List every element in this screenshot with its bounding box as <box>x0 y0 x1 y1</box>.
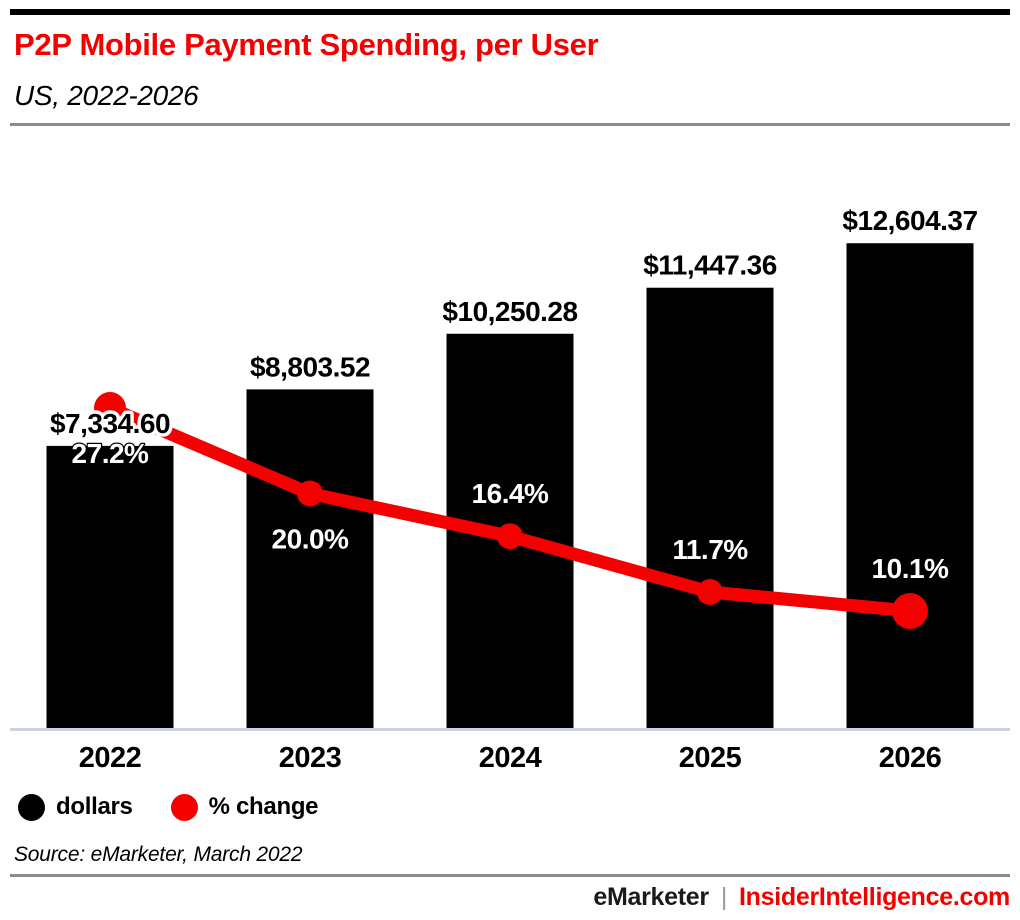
brand-separator: | <box>720 883 728 911</box>
brand-footer: eMarketer | InsiderIntelligence.com <box>593 883 1010 912</box>
x-tick-2025: 2025 <box>679 742 742 774</box>
dollars-dot-icon <box>18 793 45 821</box>
pct-label-2022: 27.2% <box>72 438 149 469</box>
pct-label-2026: 10.1% <box>872 553 949 584</box>
pct-point-2024 <box>497 523 523 550</box>
dollar-label-2023: $8,803.52 <box>250 351 370 382</box>
pct-point-2025 <box>697 579 723 606</box>
page-title: P2P Mobile Payment Spending, per User <box>14 27 599 62</box>
page-subtitle: US, 2022-2026 <box>14 80 199 111</box>
x-tick-2023: 2023 <box>279 742 342 774</box>
dollar-label-2026: $12,604.37 <box>842 205 977 236</box>
bar-2022 <box>46 445 174 728</box>
pct-point-2023 <box>297 480 323 507</box>
legend-label-dollars: dollars <box>56 793 133 820</box>
brand-insider-intelligence: InsiderIntelligence.com <box>739 883 1010 911</box>
source-note: Source: eMarketer, March 2022 <box>14 843 303 866</box>
footer-divider <box>10 874 1010 877</box>
bar-2026 <box>846 243 974 728</box>
pct-label-2025: 11.7% <box>672 534 748 565</box>
dollar-label-2024: $10,250.28 <box>442 296 577 327</box>
pct-point-2026 <box>892 593 928 630</box>
pct-change-dot-icon <box>170 793 198 821</box>
bar-2025 <box>646 287 774 728</box>
top-rule <box>10 9 1010 15</box>
chart-legend: dollars % change <box>18 793 319 821</box>
legend-item-dollars: dollars <box>18 793 133 821</box>
dollar-label-2025: $11,447.36 <box>643 250 777 281</box>
pct-point-2022 <box>94 392 126 425</box>
chart-canvas: 27.2% 20.0% 16.4% 11.7% 10.1% $7,334.60 $8,803… <box>10 205 1010 774</box>
x-tick-2026: 2026 <box>879 742 942 774</box>
legend-label-pct-change: % change <box>208 793 319 820</box>
dollar-label-2022: $7,334.60 <box>50 408 170 439</box>
pct-label-2023: 20.0% <box>272 523 349 554</box>
brand-emarketer: eMarketer <box>593 883 709 911</box>
x-tick-2024: 2024 <box>479 742 542 774</box>
pct-label-2024: 16.4% <box>472 478 549 509</box>
legend-item-pct-change: % change <box>170 793 319 821</box>
x-tick-2022: 2022 <box>79 742 142 774</box>
bar-2023 <box>246 389 374 728</box>
header-divider <box>10 123 1010 126</box>
